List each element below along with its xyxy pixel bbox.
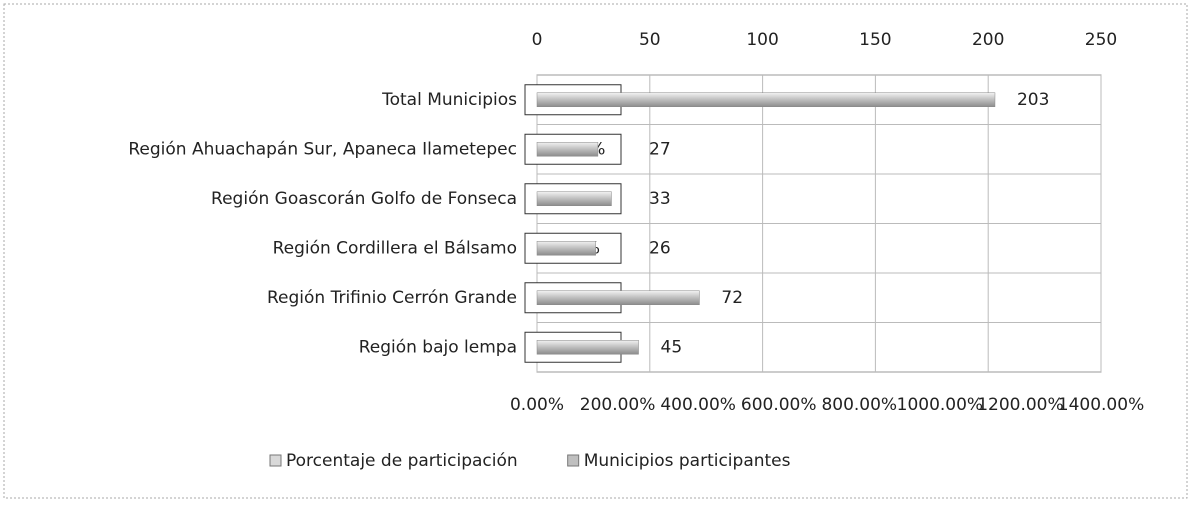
x2-tick-label: 1000.00%: [897, 395, 983, 415]
chart-border: [3, 3, 1188, 499]
x2-tick-label: 600.00%: [741, 395, 817, 415]
bar: [536, 92, 996, 107]
category-label: Región bajo lempa: [359, 337, 517, 357]
category-label: Región Trifinio Cerrón Grande: [267, 288, 517, 308]
x2-tick-label: 400.00%: [660, 395, 736, 415]
category-label: Región Cordillera el Bálsamo: [273, 238, 517, 258]
x-tick-label: 50: [639, 30, 661, 50]
legend-swatch: [269, 454, 282, 467]
category-label: Región Ahuachapán Sur, Apaneca Ilametepe…: [128, 139, 517, 159]
legend-label: Municipios participantes: [584, 451, 791, 471]
x2-tick-label: 1200.00%: [977, 395, 1063, 415]
data-label: 27: [649, 139, 671, 159]
data-label: 45: [661, 337, 683, 357]
bar: [536, 290, 700, 305]
bar: [536, 142, 599, 157]
category-label: Región Goascorán Golfo de Fonseca: [211, 189, 517, 209]
bar: [536, 340, 639, 355]
bar: [536, 241, 596, 256]
x2-tick-label: 0.00%: [510, 395, 564, 415]
legend-label: Porcentaje de participación: [286, 451, 518, 471]
x-tick-label: 150: [859, 30, 891, 50]
x2-tick-label: 800.00%: [821, 395, 897, 415]
category-label: Total Municipios: [381, 90, 517, 110]
data-label: 72: [721, 288, 743, 308]
x-tick-label: 100: [746, 30, 778, 50]
x-tick-label: 250: [1085, 30, 1117, 50]
x-tick-label: 0: [532, 30, 543, 50]
data-label: 203: [1017, 90, 1049, 110]
x2-tick-label: 1400.00%: [1058, 395, 1144, 415]
bar: [536, 191, 612, 206]
data-label: 33: [649, 189, 671, 209]
x2-tick-label: 200.00%: [580, 395, 656, 415]
x-tick-label: 200: [972, 30, 1004, 50]
legend-swatch: [567, 454, 580, 467]
data-label: 26: [649, 238, 671, 258]
